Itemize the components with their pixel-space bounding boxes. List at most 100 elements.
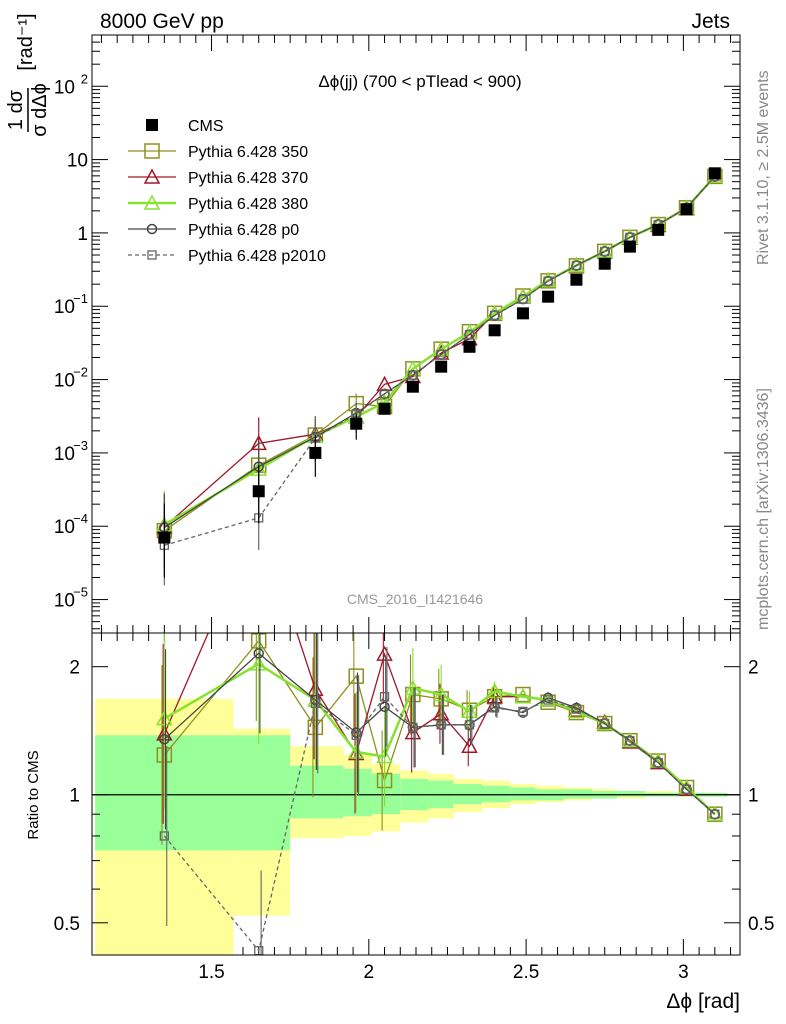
top-panel: Δϕ(jj) (700 < pTlead < 900) CMS_2016_I14…	[54, 34, 740, 955]
legend-label: CMS	[188, 118, 224, 135]
svg-text:1 dσ: 1 dσ	[5, 89, 27, 130]
data-point	[408, 370, 418, 380]
bottom-frame	[91, 632, 741, 956]
ratio-series	[156, 633, 724, 955]
ratio-point	[518, 706, 528, 717]
data-point	[464, 329, 475, 340]
y-tick-label: 10	[54, 591, 75, 612]
data-point	[623, 240, 636, 253]
ratio-point	[253, 648, 264, 659]
ratio-point	[159, 831, 169, 841]
ratio-series-pythia-6-428-p2010	[159, 633, 720, 955]
ratio-y-tick-label: 1	[69, 786, 80, 807]
y-tick-label: 10	[54, 444, 75, 465]
ratio-point	[653, 757, 663, 768]
legend-marker	[143, 168, 161, 184]
ratio-point	[310, 698, 320, 708]
data-point	[652, 223, 665, 236]
data-point	[309, 446, 322, 459]
data-point	[680, 203, 693, 216]
ratio-point	[486, 682, 503, 699]
ratio-point	[379, 692, 390, 702]
legend-label: Pythia 6.428 380	[188, 196, 308, 213]
ratio-point	[404, 723, 422, 740]
band-green	[290, 765, 344, 819]
band-green	[617, 791, 646, 797]
data-point	[542, 290, 555, 303]
y-tick-label: 1	[77, 224, 88, 245]
y-tick-label: −5	[73, 585, 88, 600]
data-point	[570, 273, 583, 286]
ratio-y-tick-label: 2	[748, 658, 759, 679]
header-right: Jets	[691, 10, 730, 33]
data-point	[488, 324, 501, 337]
legend-marker	[146, 223, 158, 235]
ratio-point	[464, 720, 475, 730]
legend-marker	[144, 143, 160, 159]
y-tick-label: −1	[73, 291, 88, 306]
x-tick-label: 2	[364, 962, 375, 983]
data-point	[158, 531, 171, 544]
ratio-point	[347, 743, 365, 759]
ratio-point	[436, 720, 446, 730]
ratio-point	[379, 701, 390, 713]
y-tick-label: 10	[54, 297, 75, 318]
ratio-point	[376, 645, 393, 661]
ratio-point	[600, 718, 610, 729]
watermark: CMS_2016_I1421646	[347, 591, 483, 607]
legend-label: Pythia 6.428 370	[188, 170, 308, 187]
band-green	[563, 789, 593, 799]
ratio-point	[710, 809, 720, 819]
x-tick-label: 1.5	[198, 962, 224, 983]
ratio-point	[461, 702, 478, 719]
svg-text:σ dΔϕ: σ dΔϕ	[29, 83, 51, 137]
data-point	[543, 276, 553, 286]
data-point	[406, 380, 419, 393]
series-cms	[158, 167, 721, 578]
data-point	[463, 340, 476, 353]
ratio-point	[571, 704, 582, 714]
header-left: 8000 GeV pp	[100, 10, 224, 33]
legend-marker	[146, 119, 158, 131]
ratio-point	[408, 722, 418, 733]
data-point	[489, 310, 500, 321]
ratio-y-tick-label: 1	[748, 786, 759, 807]
data-point	[708, 167, 721, 180]
side-rivet: Rivet 3.1.10, ≥ 2.5M events	[755, 70, 772, 265]
ratio-point	[489, 703, 500, 713]
ratio-point	[376, 747, 393, 764]
data-point	[350, 417, 363, 430]
ratio-y-tick-label: 0.5	[54, 914, 80, 935]
ratio-point	[461, 737, 478, 754]
legend-marker	[143, 194, 161, 210]
top-y-label: 1 dσ σ dΔϕ [rad⁻¹]	[5, 13, 51, 136]
x-tick-label: 2.5	[513, 962, 539, 983]
legend: CMS Pythia 6.428 350 Pythia 6.428 370 Pythi…	[128, 118, 326, 265]
ratio-point	[681, 784, 692, 794]
ratio-point	[159, 734, 170, 745]
ratio-point	[348, 668, 364, 684]
data-point	[435, 360, 448, 373]
ratio-point	[514, 688, 532, 704]
legend-label: Pythia 6.428 p2010	[188, 248, 326, 265]
ratio-point	[351, 730, 361, 740]
side-mcplots: mcplots.cern.ch [arXiv:1306.3436]	[755, 388, 772, 630]
data-point	[600, 246, 610, 257]
data-point	[436, 349, 446, 360]
band-green	[233, 735, 291, 851]
x-tick-label: 3	[678, 962, 689, 983]
ratio-y-tick-label: 2	[69, 658, 80, 679]
y-tick-label: −4	[73, 511, 88, 526]
x-axis-label: Δϕ [rad]	[666, 990, 740, 1013]
y-tick-label: −2	[73, 365, 88, 380]
ratio-point	[156, 710, 173, 726]
y-tick-label: 10	[54, 371, 75, 392]
ratio-point	[432, 685, 450, 702]
y-tick-label: −3	[73, 438, 88, 453]
data-point	[378, 402, 391, 415]
ratio-point	[625, 736, 635, 746]
band-green	[510, 787, 536, 801]
data-point	[516, 307, 529, 320]
y-tick-label: 10	[54, 77, 75, 98]
y-tick-label: 10	[54, 517, 75, 538]
